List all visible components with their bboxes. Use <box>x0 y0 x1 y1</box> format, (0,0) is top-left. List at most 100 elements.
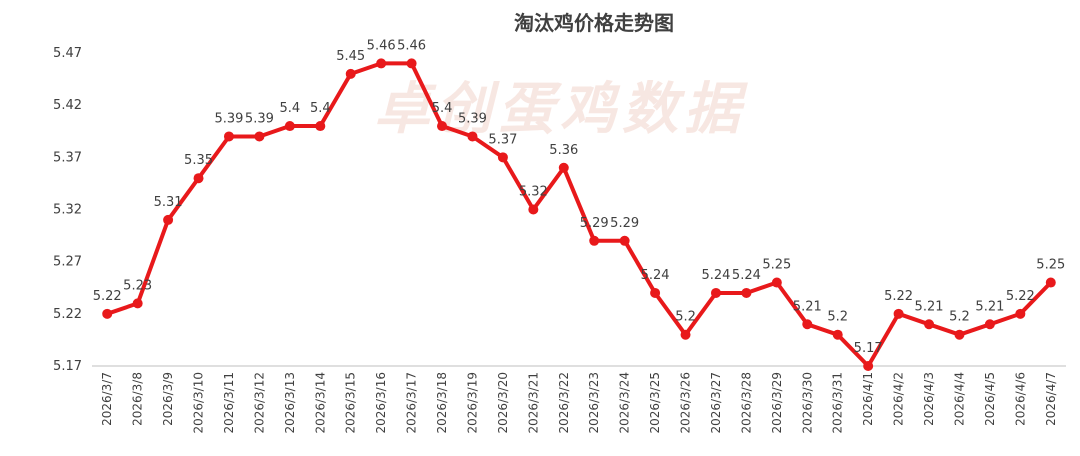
x-tick-label: 2026/3/25 <box>648 372 662 434</box>
x-tick-label: 2026/3/12 <box>252 372 266 434</box>
x-tick-label: 2026/4/7 <box>1044 372 1058 426</box>
data-label: 5.22 <box>884 289 913 304</box>
data-point <box>376 58 387 69</box>
x-tick-label: 2026/3/23 <box>587 372 601 434</box>
data-point <box>771 277 782 288</box>
data-point <box>437 121 448 132</box>
data-point <box>893 308 904 319</box>
data-point <box>1045 277 1056 288</box>
x-tick-label: 2026/3/30 <box>800 372 814 434</box>
data-point <box>223 131 234 142</box>
data-label: 5.29 <box>580 216 609 231</box>
data-label: 5.39 <box>214 111 243 126</box>
data-label: 5.31 <box>154 195 183 210</box>
y-tick-label: 5.37 <box>53 150 82 165</box>
data-point <box>406 58 417 69</box>
x-tick-label: 2026/3/29 <box>770 372 784 434</box>
data-point <box>163 214 174 225</box>
x-tick-label: 2026/3/7 <box>100 372 114 426</box>
data-point <box>680 329 691 340</box>
x-tick-label: 2026/3/11 <box>222 372 236 434</box>
data-label: 5.37 <box>488 132 517 147</box>
x-tick-label: 2026/4/2 <box>892 372 906 426</box>
data-label: 5.32 <box>519 185 548 200</box>
x-tick-label: 2026/3/14 <box>313 372 327 434</box>
x-tick-label: 2026/3/18 <box>435 372 449 434</box>
data-point <box>802 319 813 330</box>
data-point <box>132 298 143 309</box>
data-point <box>924 319 935 330</box>
chart-title: 淘汰鸡价格走势图 <box>514 11 674 35</box>
data-point <box>710 287 721 298</box>
x-tick-label: 2026/4/3 <box>922 372 936 426</box>
data-point <box>193 173 204 184</box>
x-tick-label: 2026/3/19 <box>465 372 479 434</box>
y-tick-label: 5.27 <box>53 255 82 270</box>
data-label: 5.2 <box>949 310 970 325</box>
x-tick-label: 2026/3/21 <box>526 372 540 434</box>
data-point <box>741 287 752 298</box>
x-tick-label: 2026/3/27 <box>709 372 723 434</box>
data-label: 5.24 <box>732 268 761 283</box>
data-label: 5.2 <box>675 310 696 325</box>
x-tick-label: 2026/3/31 <box>831 372 845 434</box>
x-tick-label: 2026/3/20 <box>496 372 510 434</box>
data-point <box>284 121 295 132</box>
data-label: 5.35 <box>184 153 213 168</box>
data-point <box>619 235 630 246</box>
y-tick-label: 5.17 <box>53 359 82 374</box>
data-label: 5.25 <box>1036 258 1065 273</box>
data-point <box>1015 308 1026 319</box>
data-point <box>589 235 600 246</box>
data-point <box>254 131 265 142</box>
data-point <box>863 361 874 371</box>
data-label: 5.21 <box>975 299 1004 314</box>
data-label: 5.21 <box>915 299 944 314</box>
x-tick-label: 2026/3/8 <box>131 372 145 426</box>
x-tick-label: 2026/4/1 <box>861 372 875 426</box>
x-tick-label: 2026/4/5 <box>983 372 997 426</box>
x-tick-label: 2026/3/28 <box>739 372 753 434</box>
data-label: 5.45 <box>336 49 365 64</box>
data-label: 5.22 <box>93 289 122 304</box>
x-tick-label: 2026/4/4 <box>952 372 966 426</box>
data-label: 5.24 <box>701 268 730 283</box>
data-point <box>528 204 539 215</box>
data-label: 5.4 <box>310 101 331 116</box>
data-point <box>497 152 508 163</box>
data-label: 5.24 <box>641 268 670 283</box>
x-tick-label: 2026/3/15 <box>344 372 358 434</box>
data-label: 5.39 <box>458 111 487 126</box>
data-label: 5.25 <box>762 258 791 273</box>
series-price <box>102 58 1056 371</box>
x-tick-label: 2026/4/6 <box>1013 372 1027 426</box>
y-tick-label: 5.32 <box>53 203 82 218</box>
data-label: 5.46 <box>367 38 396 53</box>
data-point <box>954 329 965 340</box>
series-line <box>106 61 1053 368</box>
x-tick-label: 2026/3/24 <box>618 372 632 434</box>
data-point <box>832 329 843 340</box>
data-point <box>984 319 995 330</box>
x-tick-label: 2026/3/13 <box>283 372 297 434</box>
x-tick-label: 2026/3/22 <box>557 372 571 434</box>
x-tick-label: 2026/3/26 <box>679 372 693 434</box>
data-label: 5.4 <box>432 101 453 116</box>
data-label: 5.29 <box>610 216 639 231</box>
y-tick-label: 5.42 <box>53 98 82 113</box>
x-tick-label: 2026/3/17 <box>405 372 419 434</box>
data-label: 5.4 <box>280 101 301 116</box>
x-tick-label: 2026/3/16 <box>374 372 388 434</box>
watermark: 卓创蛋鸡数据 <box>374 76 748 142</box>
data-point <box>558 162 569 173</box>
data-label: 5.36 <box>549 143 578 158</box>
y-axis: 5.17 5.22 5.27 5.32 5.37 5.42 5.47 <box>53 46 82 374</box>
data-point <box>102 308 113 319</box>
data-point <box>345 68 356 79</box>
data-labels: 5.225.235.315.355.39 5.395.4 5.45.455.46 5.… <box>93 38 1066 356</box>
data-point <box>315 121 326 132</box>
data-label: 5.17 <box>854 341 883 356</box>
y-tick-label: 5.22 <box>53 307 82 322</box>
data-label: 5.39 <box>245 111 274 126</box>
